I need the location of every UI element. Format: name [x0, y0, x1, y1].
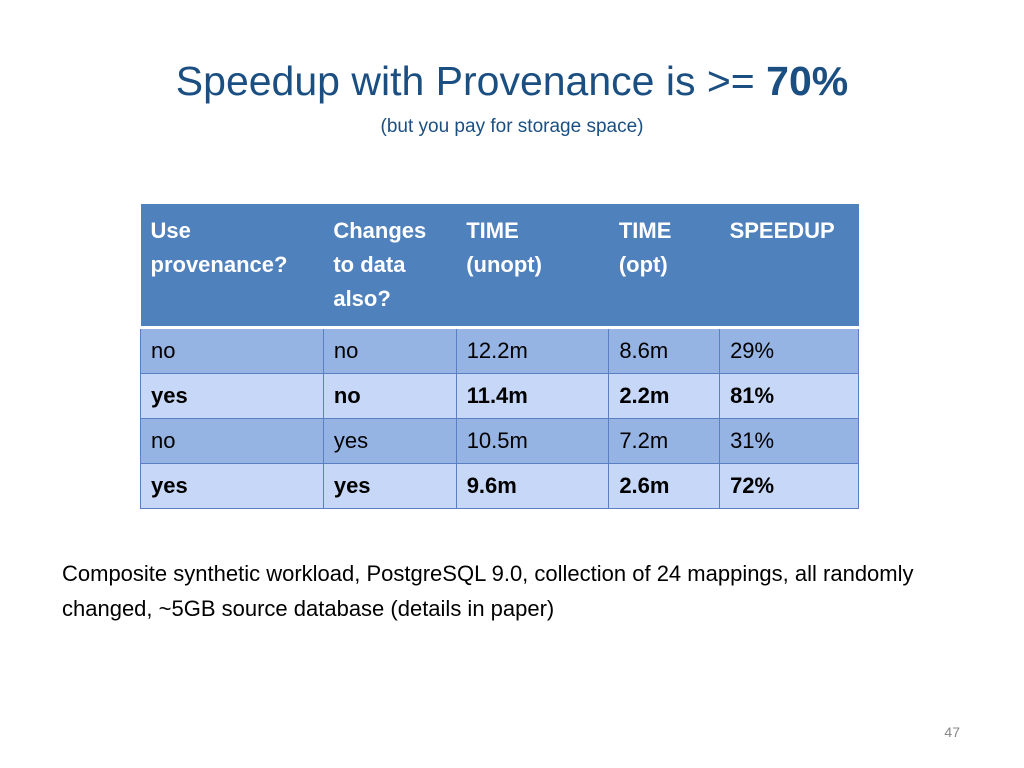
table-cell: 81%	[719, 373, 859, 419]
table-cell: yes	[322, 463, 457, 509]
table-cell: 11.4m	[455, 373, 610, 419]
table-row: no no 12.2m 8.6m 29%	[140, 327, 859, 374]
header-cell: TIME (opt)	[608, 204, 720, 329]
slide-title: Speedup with Provenance is >= 70%	[0, 58, 1024, 105]
table-cell: 12.2m	[455, 327, 610, 374]
header-cell: SPEEDUP	[719, 204, 859, 329]
page-number: 47	[944, 724, 960, 740]
table-cell: no	[140, 327, 324, 374]
table-cell: yes	[140, 463, 324, 509]
header-cell: TIME (unopt)	[456, 204, 609, 329]
table-row: no yes 10.5m 7.2m 31%	[140, 418, 859, 464]
table-cell: 2.6m	[608, 463, 721, 509]
table-cell: 2.2m	[608, 373, 721, 419]
title-text: Speedup with Provenance is >=	[175, 58, 767, 104]
table-cell: no	[322, 327, 457, 374]
table-cell: no	[322, 373, 457, 419]
table-cell: 9.6m	[455, 463, 610, 509]
subtitle: (but you pay for storage space)	[380, 116, 644, 137]
table-cell: 29%	[719, 327, 859, 374]
table-cell: no	[140, 418, 324, 464]
table-cell: 31%	[719, 418, 859, 464]
header-row: Use provenance? Changes to data also? TIME…	[140, 204, 859, 329]
table-cell: 10.5m	[455, 418, 610, 464]
table-row: yes yes 9.6m 2.6m 72%	[140, 463, 859, 509]
table-row: yes no 11.4m 2.2m 81%	[140, 373, 859, 419]
title-emphasis: 70%	[766, 58, 849, 104]
caption: Composite synthetic workload, PostgreSQL…	[62, 561, 914, 621]
header-cell: Use provenance?	[140, 204, 324, 329]
header-cell: Changes to data also?	[323, 204, 457, 329]
results-table: Use provenance? Changes to data also? TIME…	[140, 204, 859, 509]
table-cell: 72%	[719, 463, 859, 509]
table-cell: 7.2m	[608, 418, 721, 464]
table-cell: 8.6m	[608, 327, 721, 374]
table-cell: yes	[140, 373, 324, 419]
table-cell: yes	[322, 418, 457, 464]
